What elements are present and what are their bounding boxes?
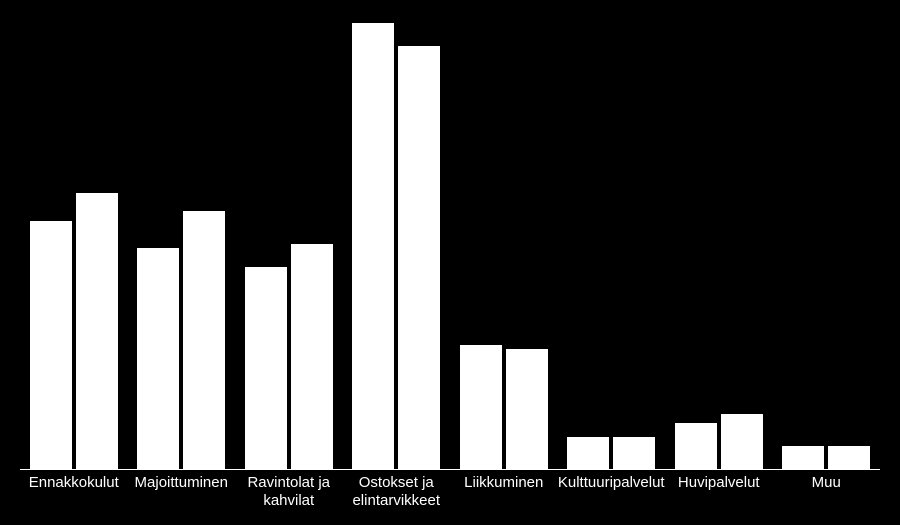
- x-label-liikkuminen: Liikkuminen: [450, 474, 558, 492]
- x-label-ravintolat-ja-kahvilat: Ravintolat ja kahvilat: [235, 474, 343, 510]
- bar-ennakkokulut-1: [76, 193, 118, 469]
- x-label-muu: Muu: [773, 474, 881, 492]
- plot-area: [20, 10, 880, 470]
- bar-liikkuminen-1: [506, 349, 548, 469]
- bar-group-majoittuminen: [137, 211, 225, 469]
- x-label-kulttuuripalvelut: Kulttuuripalvelut: [558, 474, 666, 492]
- bar-muu-1: [828, 446, 870, 469]
- bar-ennakkokulut-0: [30, 221, 72, 469]
- bar-muu-0: [782, 446, 824, 469]
- x-label-huvipalvelut: Huvipalvelut: [665, 474, 773, 492]
- bar-liikkuminen-0: [460, 345, 502, 469]
- bar-group-kulttuuripalvelut: [567, 437, 655, 469]
- x-axis-labels: EnnakkokulutMajoittuminenRavintolat ja k…: [20, 470, 880, 525]
- bar-group-liikkuminen: [460, 345, 548, 469]
- x-label-ennakkokulut: Ennakkokulut: [20, 474, 128, 492]
- bar-kulttuuripalvelut-0: [567, 437, 609, 469]
- bar-majoittuminen-0: [137, 248, 179, 469]
- bar-ostokset-ja-elintarvikkeet-0: [352, 23, 394, 469]
- bar-group-huvipalvelut: [675, 414, 763, 469]
- bar-huvipalvelut-1: [721, 414, 763, 469]
- bar-group-ennakkokulut: [30, 193, 118, 469]
- bar-ostokset-ja-elintarvikkeet-1: [398, 46, 440, 469]
- bar-ravintolat-ja-kahvilat-0: [245, 267, 287, 469]
- chart-container: EnnakkokulutMajoittuminenRavintolat ja k…: [0, 0, 900, 525]
- x-label-ostokset-ja-elintarvikkeet: Ostokset ja elintarvikkeet: [343, 474, 451, 510]
- bar-ravintolat-ja-kahvilat-1: [291, 244, 333, 469]
- bar-kulttuuripalvelut-1: [613, 437, 655, 469]
- x-label-majoittuminen: Majoittuminen: [128, 474, 236, 492]
- bar-group-muu: [782, 446, 870, 469]
- bar-majoittuminen-1: [183, 211, 225, 469]
- bar-group-ravintolat-ja-kahvilat: [245, 244, 333, 469]
- bar-group-ostokset-ja-elintarvikkeet: [352, 23, 440, 469]
- bar-huvipalvelut-0: [675, 423, 717, 469]
